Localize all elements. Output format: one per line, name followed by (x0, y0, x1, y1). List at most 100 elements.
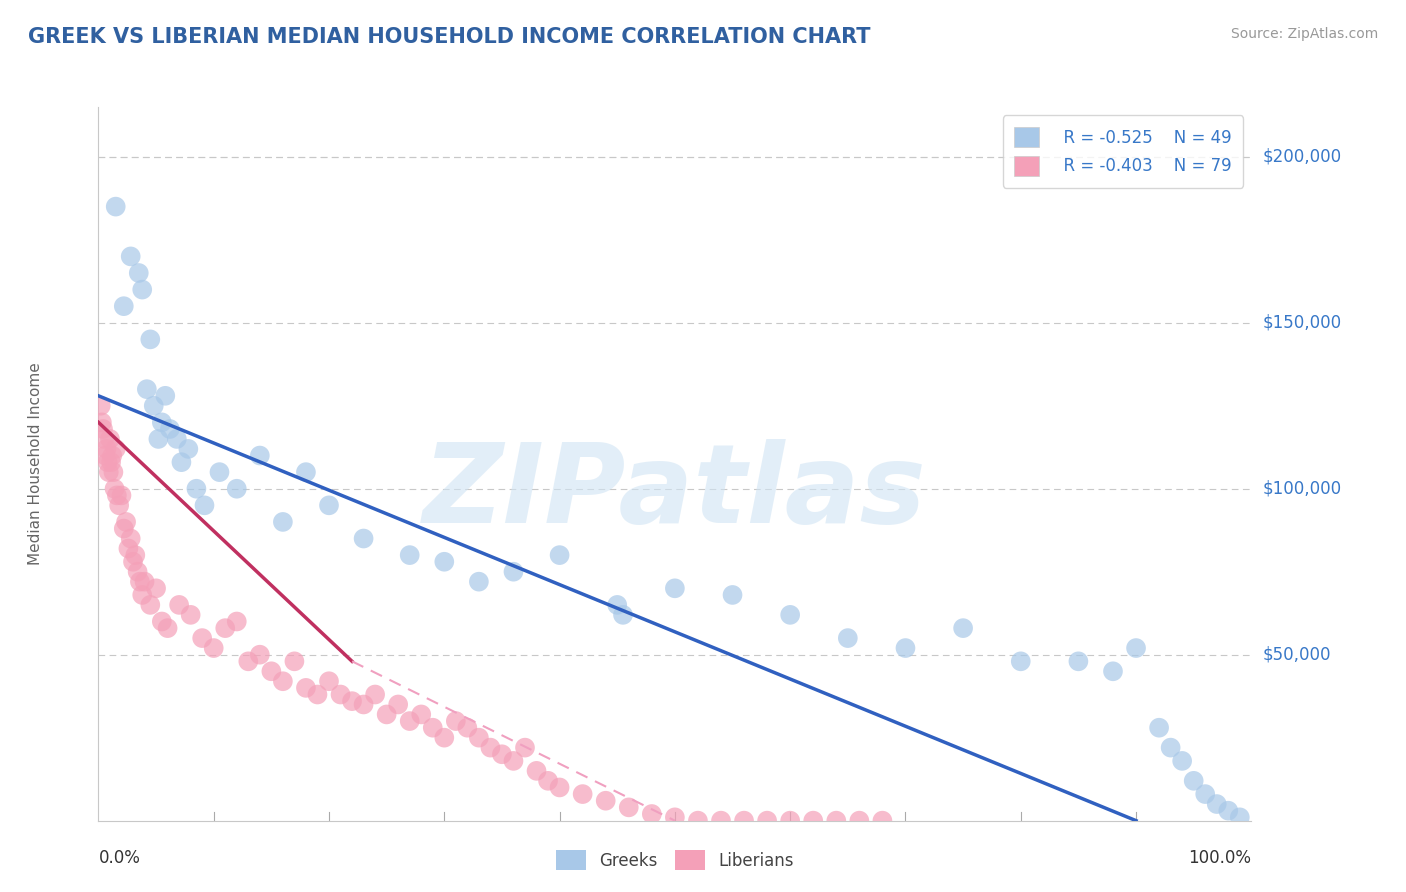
Point (271, 515, 294, 529)
Point (112, 299, 135, 313)
Point (1160, 740, 1182, 755)
Point (756, 814, 779, 828)
Point (167, 598, 190, 612)
Text: $100,000: $100,000 (1263, 480, 1341, 498)
Point (1205, 797, 1227, 811)
Point (104, 442, 127, 456)
Text: Source: ZipAtlas.com: Source: ZipAtlas.com (1230, 27, 1378, 41)
Point (142, 399, 165, 413)
Point (353, 698, 375, 712)
Point (129, 574, 152, 589)
Point (801, 814, 824, 828)
Point (318, 499, 340, 513)
Point (97, 465, 120, 479)
Point (104, 200, 127, 214)
Point (91, 422, 114, 436)
Point (208, 465, 231, 479)
Point (155, 389, 177, 403)
Point (225, 482, 247, 496)
Point (1147, 721, 1170, 735)
Point (135, 382, 157, 396)
Point (98, 432, 121, 446)
Point (108, 499, 131, 513)
Point (872, 814, 894, 828)
Point (1218, 804, 1240, 818)
Point (105, 488, 128, 502)
Point (94, 449, 117, 463)
Point (1194, 787, 1216, 801)
Point (145, 582, 167, 596)
Legend: Greeks, Liberians: Greeks, Liberians (543, 837, 807, 884)
Point (548, 548, 571, 562)
Text: Median Household Income: Median Household Income (28, 362, 42, 566)
Point (139, 598, 162, 612)
Point (166, 432, 188, 446)
Point (90, 399, 112, 413)
Point (329, 688, 352, 702)
Point (433, 555, 456, 569)
Point (117, 541, 139, 556)
Point (444, 714, 467, 728)
Point (150, 615, 173, 629)
Point (214, 621, 236, 635)
Point (193, 499, 215, 513)
Point (612, 607, 634, 622)
Point (375, 707, 398, 722)
Point (283, 654, 305, 668)
Point (148, 432, 170, 446)
Point (1067, 654, 1090, 668)
Point (131, 283, 153, 297)
Point (433, 731, 456, 745)
Point (502, 754, 524, 768)
Point (606, 598, 628, 612)
Point (120, 249, 142, 263)
Point (101, 449, 124, 463)
Text: ZIPatlas: ZIPatlas (423, 439, 927, 546)
Point (894, 641, 917, 656)
Text: $200,000: $200,000 (1263, 148, 1341, 166)
Point (100, 455, 122, 469)
Point (491, 747, 513, 762)
Point (295, 681, 318, 695)
Point (112, 522, 135, 536)
Point (779, 607, 801, 622)
Point (110, 488, 132, 502)
Point (364, 688, 387, 702)
Point (318, 674, 340, 689)
Point (238, 654, 260, 668)
Point (422, 721, 444, 735)
Point (526, 764, 548, 778)
Point (468, 731, 491, 745)
Point (249, 449, 271, 463)
Point (134, 574, 156, 589)
Point (128, 266, 150, 280)
Point (191, 631, 214, 645)
Point (537, 773, 560, 788)
Point (177, 442, 200, 456)
Point (295, 465, 318, 479)
Point (664, 582, 686, 596)
Point (127, 565, 149, 579)
Point (170, 455, 193, 469)
Point (837, 631, 859, 645)
Point (710, 814, 733, 828)
Point (103, 465, 125, 479)
Point (721, 588, 744, 602)
Point (1171, 754, 1194, 768)
Point (120, 532, 142, 546)
Point (502, 565, 524, 579)
Point (595, 794, 617, 808)
Point (1229, 810, 1251, 824)
Point (96, 442, 118, 456)
Point (1125, 641, 1147, 656)
Point (1102, 665, 1125, 679)
Text: $150,000: $150,000 (1263, 314, 1341, 332)
Point (641, 807, 664, 822)
Text: 100.0%: 100.0% (1188, 849, 1251, 867)
Point (468, 574, 491, 589)
Point (664, 810, 686, 824)
Point (398, 548, 420, 562)
Point (115, 515, 138, 529)
Point (124, 548, 146, 562)
Point (340, 694, 363, 708)
